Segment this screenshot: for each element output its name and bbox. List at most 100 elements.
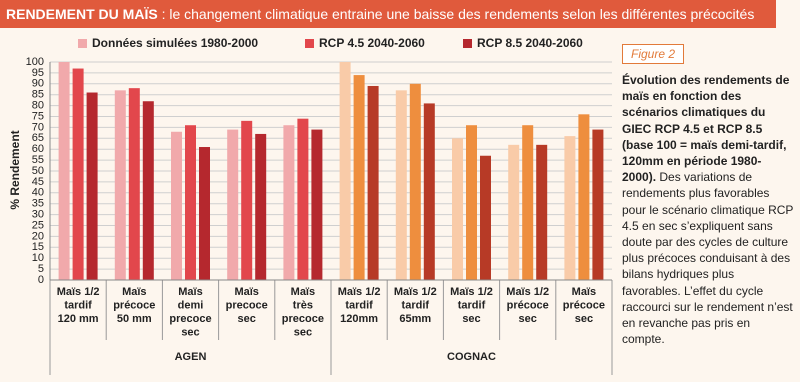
x-tick-label: précoce bbox=[113, 299, 155, 311]
y-tick-label: 15 bbox=[32, 241, 44, 253]
bar bbox=[508, 144, 520, 280]
x-tick-label: sec bbox=[519, 313, 537, 325]
bar bbox=[241, 120, 253, 280]
x-tick-label: très bbox=[293, 299, 313, 311]
x-tick-label: Maïs bbox=[572, 286, 596, 298]
x-tick-label: Maïs bbox=[291, 286, 315, 298]
bar bbox=[114, 90, 126, 280]
bar bbox=[564, 136, 576, 280]
y-tick-label: 100 bbox=[26, 56, 44, 68]
legend-label: Données simulées 1980-2000 bbox=[92, 36, 258, 50]
x-tick-label: precoce bbox=[282, 313, 324, 325]
y-tick-label: 20 bbox=[32, 230, 44, 242]
x-tick-label: 50 mm bbox=[117, 313, 152, 325]
x-tick-label: tardif bbox=[345, 299, 373, 311]
x-tick-label: sec bbox=[462, 313, 480, 325]
legend-swatch bbox=[305, 39, 314, 48]
bar bbox=[367, 85, 379, 280]
bar bbox=[171, 131, 182, 280]
x-tick-label: sec bbox=[181, 326, 199, 338]
bar bbox=[409, 83, 421, 280]
x-tick-label: 120 mm bbox=[58, 313, 99, 325]
x-tick-label: Maïs 1/2 bbox=[57, 286, 100, 298]
caption: Évolution des rendements de maïs en fonc… bbox=[622, 72, 794, 347]
legend-swatch bbox=[463, 39, 472, 48]
x-tick-label: Maïs 1/2 bbox=[394, 286, 437, 298]
bar bbox=[480, 155, 491, 280]
x-tick-label: tardif bbox=[64, 299, 92, 311]
y-axis-label: % Rendement bbox=[8, 130, 22, 209]
group-label: COGNAC bbox=[447, 351, 496, 363]
x-tick-label: Maïs bbox=[122, 286, 146, 298]
y-tick-label: 90 bbox=[32, 78, 44, 90]
y-tick-label: 60 bbox=[32, 143, 44, 155]
bar bbox=[466, 125, 477, 280]
chart: 0510152025303540455055606570758085909510… bbox=[8, 36, 613, 375]
y-tick-label: 5 bbox=[38, 263, 44, 275]
bar bbox=[58, 62, 70, 280]
bar bbox=[423, 103, 435, 280]
y-tick-label: 25 bbox=[32, 219, 44, 231]
caption-text: Des variations de rendements plus favora… bbox=[622, 170, 794, 347]
bar bbox=[311, 129, 323, 280]
y-tick-label: 70 bbox=[32, 121, 44, 133]
bar bbox=[199, 147, 210, 280]
chart-title: RENDEMENT DU MAÏS bbox=[6, 6, 158, 22]
y-tick-label: 75 bbox=[32, 110, 44, 122]
x-tick-label: 120mm bbox=[340, 313, 378, 325]
bar bbox=[339, 62, 351, 280]
bar bbox=[522, 125, 534, 280]
x-tick-label: tardif bbox=[402, 299, 430, 311]
x-tick-label: 65mm bbox=[399, 313, 431, 325]
y-tick-label: 95 bbox=[32, 67, 44, 79]
legend-swatch bbox=[78, 39, 87, 48]
y-tick-label: 85 bbox=[32, 89, 44, 101]
x-tick-label: Maïs 1/2 bbox=[450, 286, 493, 298]
bar bbox=[536, 144, 548, 280]
banner: RENDEMENT DU MAÏS : le changement climat… bbox=[0, 0, 776, 28]
group-label: AGEN bbox=[175, 351, 207, 363]
legend-label: RCP 8.5 2040-2060 bbox=[477, 36, 583, 50]
x-tick-label: précoce bbox=[507, 299, 549, 311]
x-tick-label: précoce bbox=[563, 299, 605, 311]
x-tick-label: sec bbox=[575, 313, 593, 325]
chart-subtitle: : le changement climatique entraine une … bbox=[161, 6, 755, 22]
y-tick-label: 55 bbox=[32, 154, 44, 166]
y-tick-label: 0 bbox=[38, 274, 44, 286]
y-tick-label: 80 bbox=[32, 100, 44, 112]
x-tick-label: Maïs bbox=[178, 286, 202, 298]
y-tick-label: 50 bbox=[32, 165, 44, 177]
bar bbox=[283, 125, 295, 280]
x-tick-label: Maïs 1/2 bbox=[338, 286, 381, 298]
bar bbox=[227, 129, 239, 280]
x-tick-label: sec bbox=[238, 313, 256, 325]
bar bbox=[86, 92, 98, 281]
caption-bold: Évolution des rendements de maïs en fonc… bbox=[622, 73, 790, 185]
bar bbox=[353, 75, 365, 280]
x-tick-label: Maïs bbox=[234, 286, 258, 298]
figure-label: Figure 2 bbox=[622, 44, 684, 64]
bar bbox=[72, 68, 84, 280]
y-tick-label: 65 bbox=[32, 132, 44, 144]
y-tick-label: 10 bbox=[32, 252, 44, 264]
y-tick-label: 35 bbox=[32, 198, 44, 210]
bar bbox=[395, 90, 407, 280]
y-tick-label: 30 bbox=[32, 209, 44, 221]
bar bbox=[592, 129, 604, 280]
bar bbox=[255, 133, 267, 280]
bar bbox=[128, 88, 140, 280]
y-tick-label: 45 bbox=[32, 176, 44, 188]
x-tick-label: Maïs 1/2 bbox=[506, 286, 549, 298]
x-tick-label: sec bbox=[294, 326, 312, 338]
bar bbox=[297, 118, 309, 281]
x-tick-label: demi bbox=[178, 299, 204, 311]
x-tick-label: precoce bbox=[169, 313, 211, 325]
bar bbox=[185, 125, 196, 280]
bar bbox=[578, 114, 590, 280]
y-tick-label: 40 bbox=[32, 187, 44, 199]
legend-label: RCP 4.5 2040-2060 bbox=[319, 36, 425, 50]
bar bbox=[142, 101, 154, 281]
x-tick-label: tardif bbox=[458, 299, 486, 311]
bar bbox=[452, 138, 463, 280]
